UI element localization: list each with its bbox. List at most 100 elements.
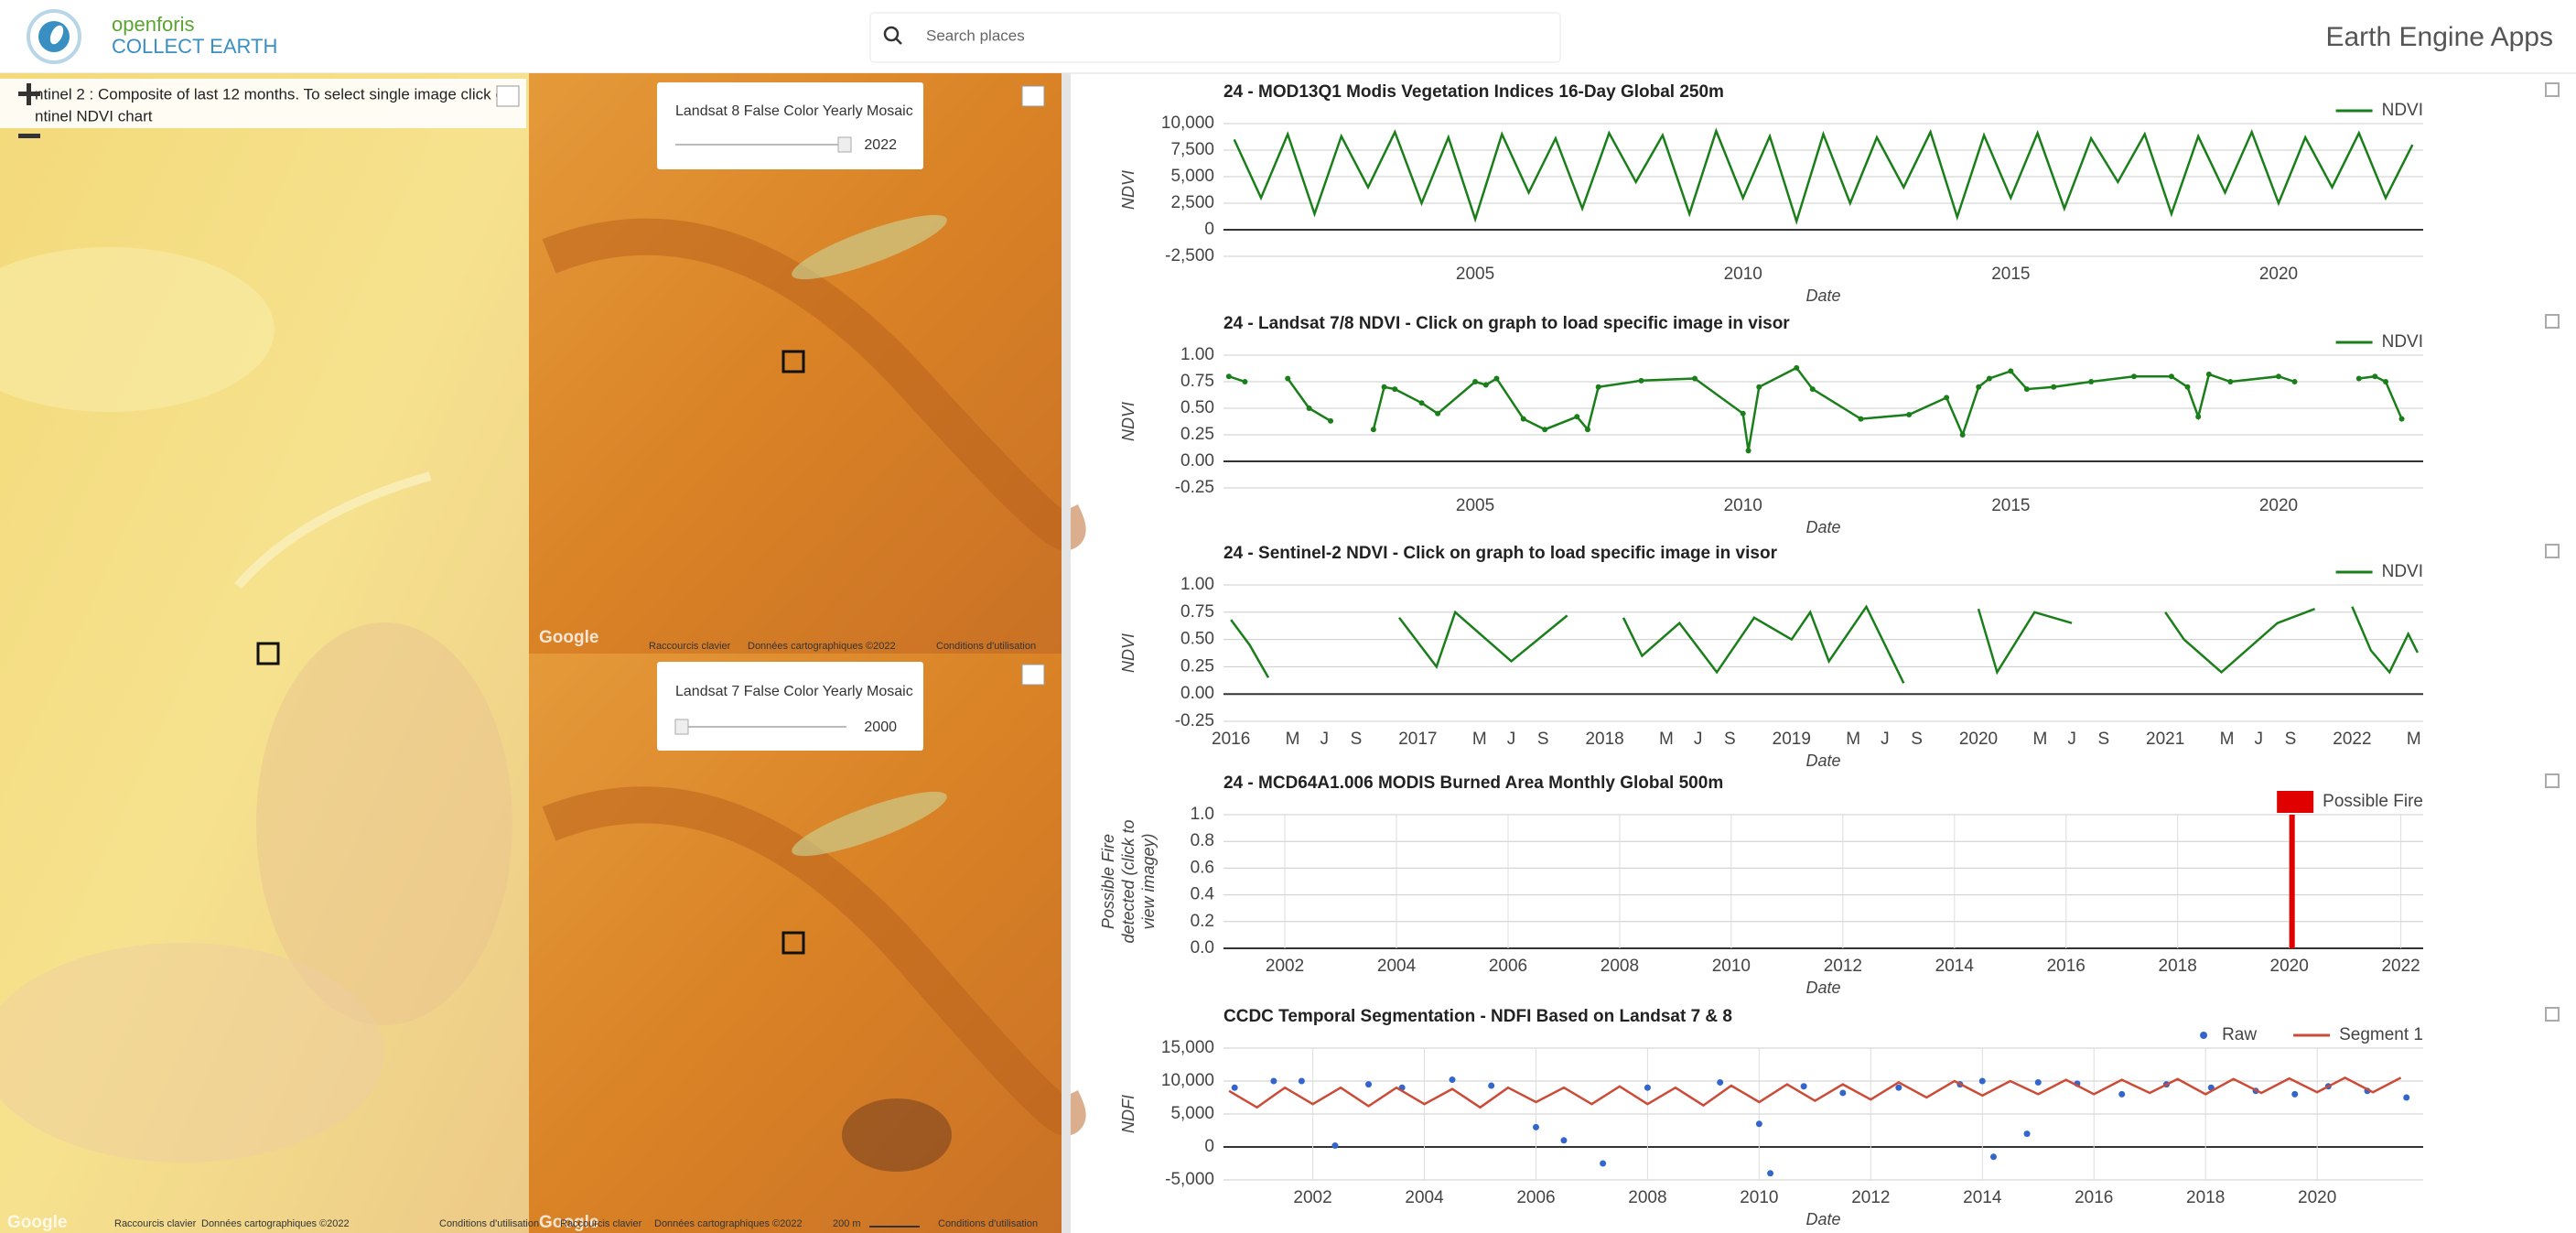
point: [1365, 1081, 1373, 1088]
point: [1595, 384, 1601, 390]
map-info-panel: [0, 79, 526, 128]
x-tick-label: J: [1694, 730, 1703, 749]
attribution[interactable]: Conditions d'utilisation: [936, 641, 1036, 652]
map-info: ntinel NDVI chart: [35, 107, 153, 124]
x-tick-label: 2015: [1991, 265, 2030, 284]
search-box[interactable]: [869, 12, 1561, 63]
slider-thumb[interactable]: [837, 136, 852, 153]
slider-thumb[interactable]: [674, 719, 689, 735]
point: [2291, 1090, 2299, 1098]
x-tick-label: 2010: [1740, 1188, 1778, 1207]
series-line: [1228, 1076, 2402, 1109]
app-name[interactable]: Earth Engine Apps: [2325, 22, 2553, 52]
point: [1809, 386, 1816, 393]
point: [1717, 1078, 1724, 1086]
x-axis-title: Date: [1805, 979, 1840, 997]
splitter[interactable]: [1062, 73, 1071, 1233]
y-tick-label: -0.25: [1175, 711, 1214, 730]
x-axis-title: Date: [1805, 1210, 1840, 1228]
point: [1574, 414, 1580, 420]
point: [1542, 427, 1548, 433]
logo-leaf: [49, 25, 64, 45]
y-tick-label: 0.8: [1191, 831, 1214, 850]
x-tick-label: J: [2067, 730, 2076, 749]
layer-name: Landsat 8 False Color Yearly Mosaic: [675, 103, 913, 119]
x-tick-label: 2010: [1724, 265, 1762, 284]
point: [2195, 414, 2202, 420]
y-tick-label: 0.75: [1180, 602, 1214, 622]
point: [1482, 382, 1489, 388]
attribution[interactable]: Raccourcis clavier: [649, 641, 731, 652]
x-tick-label: 2012: [1824, 957, 1862, 976]
open-chart-icon[interactable]: [2545, 82, 2560, 97]
map-texture: [0, 943, 384, 1163]
x-axis-title: Date: [1805, 518, 1840, 536]
plot-marker: [781, 931, 805, 955]
y-axis-title: NDVI: [1119, 170, 1137, 210]
point: [1328, 417, 1334, 424]
point: [1520, 416, 1526, 422]
attribution[interactable]: Raccourcis clavier: [560, 1218, 642, 1229]
point: [2291, 379, 2298, 384]
x-tick-label: 2012: [1851, 1188, 1890, 1207]
point: [1418, 400, 1425, 406]
point: [1989, 1153, 1997, 1161]
fullscreen-button[interactable]: [496, 85, 520, 107]
fullscreen-button[interactable]: [1021, 85, 1045, 107]
point: [2275, 373, 2281, 380]
point: [2034, 1078, 2042, 1086]
search-icon-handle: [895, 38, 902, 45]
y-axis-title: detected (click to: [1119, 819, 1137, 943]
point: [2205, 371, 2212, 377]
y-tick-label: 1.0: [1191, 805, 1214, 824]
open-chart-icon[interactable]: [2545, 1007, 2560, 1022]
map-texture: [542, 218, 1086, 551]
point: [1944, 395, 1950, 401]
y-tick-label: 0.6: [1191, 858, 1214, 877]
x-tick-label: J: [1320, 730, 1330, 749]
point: [1285, 375, 1291, 382]
point: [1767, 1170, 1774, 1177]
point: [1600, 1160, 1607, 1167]
attribution[interactable]: Conditions d'utilisation: [938, 1218, 1038, 1229]
x-tick-label: 2016: [1212, 730, 1250, 749]
chart-title: CCDC Temporal Segmentation - NDFI Based …: [1223, 1007, 1732, 1026]
point: [1794, 364, 1800, 371]
point: [1755, 1120, 1762, 1128]
point: [1370, 427, 1376, 433]
point: [2023, 386, 2030, 393]
point: [1986, 375, 1992, 382]
map-landsat8[interactable]: [529, 73, 1062, 654]
y-tick-label: -2,500: [1165, 246, 1214, 265]
point: [1692, 375, 1698, 382]
zoom-out[interactable]: [18, 134, 40, 138]
chart: 24 - Sentinel-2 NDVI - Click on graph to…: [1119, 544, 2560, 770]
layer-panel: [657, 82, 923, 169]
x-tick-label: 2006: [1489, 957, 1527, 976]
point: [2372, 373, 2378, 380]
open-chart-icon[interactable]: [2545, 544, 2560, 558]
x-tick-label: 2014: [1963, 1188, 2002, 1207]
chart-title: 24 - Landsat 7/8 NDVI - Click on graph t…: [1223, 314, 1790, 333]
map-texture: [0, 247, 275, 412]
open-chart-icon[interactable]: [2545, 314, 2560, 329]
point: [2008, 368, 2014, 374]
chart-title: 24 - Sentinel-2 NDVI - Click on graph to…: [1223, 544, 1778, 563]
bar: [2289, 815, 2295, 948]
open-chart-icon[interactable]: [2545, 773, 2560, 788]
x-tick-label: 2005: [1456, 265, 1494, 284]
logo-bottom: COLLECT EARTH: [112, 35, 277, 58]
attribution[interactable]: Conditions d'utilisation: [439, 1218, 539, 1229]
x-tick-label: 2019: [1773, 730, 1811, 749]
fullscreen-button[interactable]: [1021, 664, 1045, 686]
point: [2383, 379, 2389, 384]
point: [1644, 1084, 1651, 1091]
attribution[interactable]: Raccourcis clavier: [114, 1218, 197, 1229]
x-tick-label: 2008: [1601, 957, 1639, 976]
layer-year: 2022: [864, 137, 897, 153]
x-tick-label: 2020: [2259, 496, 2298, 515]
point: [1331, 1142, 1339, 1150]
x-tick-label: 2008: [1628, 1188, 1666, 1207]
zoom-in[interactable]: [27, 83, 31, 105]
y-tick-label: 0.00: [1180, 451, 1214, 470]
